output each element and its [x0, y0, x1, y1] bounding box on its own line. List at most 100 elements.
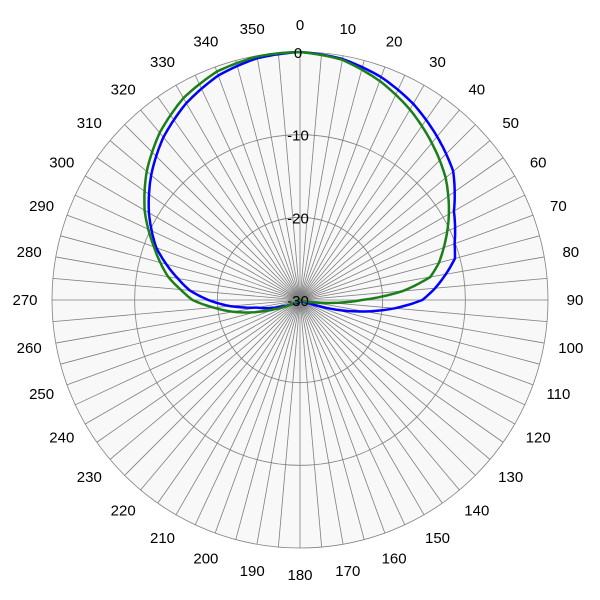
angle-tick-label: 20	[386, 34, 403, 51]
angle-spoke	[299, 299, 425, 515]
angle-spoke	[299, 75, 406, 301]
angle-spoke	[299, 299, 534, 386]
angle-spoke	[299, 299, 504, 443]
angle-tick-label: 40	[468, 81, 485, 98]
angle-tick-label: 340	[193, 34, 218, 51]
series-layer	[143, 50, 457, 314]
angle-tick-label: 220	[111, 503, 136, 520]
angle-tick-label: 120	[526, 430, 551, 447]
angle-tick-label: 70	[550, 198, 567, 215]
angle-tick-label: 60	[530, 155, 547, 172]
angle-tick-label: 160	[382, 550, 407, 567]
angle-spoke	[299, 299, 323, 548]
angle-tick-label: 180	[287, 567, 312, 584]
angle-spoke	[299, 109, 460, 301]
radial-tick-label: -10	[287, 128, 309, 145]
angle-spoke	[299, 235, 540, 301]
angle-spoke	[299, 299, 476, 476]
angle-tick-label: 260	[17, 340, 42, 357]
angle-spoke	[299, 214, 534, 301]
angle-tick-label: 350	[240, 21, 265, 38]
angle-tick-label: 270	[12, 292, 37, 309]
angle-tick-label: 330	[150, 54, 175, 71]
label-layer: 0 10 20 30 40 50 60 70 80 90 100 110 120 130 140 150 160…	[12, 17, 583, 584]
angle-spoke	[85, 299, 301, 425]
angle-spoke	[235, 60, 301, 301]
angle-spoke	[299, 52, 323, 301]
angle-spoke	[299, 299, 365, 540]
angle-tick-label: 190	[240, 563, 265, 580]
radial-ring	[134, 134, 466, 466]
angle-spoke	[299, 85, 425, 301]
angle-spoke	[109, 299, 301, 460]
angle-spoke	[214, 66, 301, 301]
angle-tick-label: 320	[111, 81, 136, 98]
angle-spoke	[299, 175, 515, 301]
angle-spoke	[277, 52, 301, 301]
angle-spoke	[299, 299, 460, 491]
angle-spoke	[299, 299, 344, 545]
angle-tick-label: 280	[17, 244, 42, 261]
angle-tick-label: 80	[562, 244, 579, 261]
angle-spoke	[299, 299, 443, 504]
angle-spoke	[140, 299, 301, 491]
radial-ring	[216, 216, 384, 384]
angle-spoke	[299, 157, 504, 301]
angle-spoke	[175, 299, 301, 515]
angle-tick-label: 150	[425, 530, 450, 547]
angle-spoke	[175, 85, 301, 301]
series-line-2	[143, 50, 451, 314]
angle-tick-label: 110	[546, 386, 570, 403]
angle-spoke	[299, 256, 545, 301]
angle-spoke	[235, 299, 301, 540]
angle-spoke	[52, 277, 301, 301]
angle-spoke	[299, 96, 443, 301]
angle-spoke	[124, 299, 301, 476]
angle-tick-label: 140	[464, 503, 489, 520]
angle-spoke	[299, 60, 365, 301]
series-line-1	[147, 50, 457, 313]
angle-spoke	[66, 299, 301, 386]
angle-spoke	[140, 109, 301, 301]
angle-spoke	[299, 299, 406, 525]
angle-tick-label: 310	[77, 115, 102, 132]
angle-spoke	[109, 140, 301, 301]
radial-tick-label: 0	[294, 45, 302, 62]
angle-spoke	[75, 194, 301, 301]
angle-tick-label: 50	[502, 115, 519, 132]
angle-spoke	[299, 194, 525, 301]
angle-tick-label: 90	[567, 292, 584, 309]
angle-tick-label: 250	[29, 386, 54, 403]
angle-spoke	[157, 96, 301, 301]
angle-tick-label: 10	[339, 21, 356, 38]
angle-spoke	[256, 55, 301, 301]
angle-tick-label: 240	[49, 430, 74, 447]
angle-tick-label: 100	[558, 340, 583, 357]
angle-tick-label: 230	[77, 469, 102, 486]
angle-spoke	[96, 299, 301, 443]
angle-spoke	[194, 75, 301, 301]
angle-tick-label: 290	[29, 198, 54, 215]
angle-spoke	[277, 299, 301, 548]
angle-tick-label: 0	[296, 17, 304, 34]
angle-spoke	[157, 299, 301, 504]
angle-spoke	[194, 299, 301, 525]
angle-spoke	[299, 299, 545, 344]
angle-spoke	[124, 124, 301, 301]
angle-spoke	[60, 235, 301, 301]
angle-spoke	[299, 277, 548, 301]
angle-tick-label: 30	[429, 54, 446, 71]
angle-spoke	[299, 299, 491, 460]
angle-tick-label: 130	[498, 469, 523, 486]
angle-spoke	[299, 299, 515, 425]
angle-spoke	[299, 299, 386, 534]
radial-tick-label: -30	[287, 293, 309, 310]
angle-tick-label: 200	[193, 550, 218, 567]
angle-spoke	[299, 299, 525, 406]
angle-tick-label: 210	[150, 530, 175, 547]
angle-spoke	[52, 299, 301, 323]
angle-tick-label: 300	[49, 155, 74, 172]
angle-spoke	[96, 157, 301, 301]
angle-spoke	[256, 299, 301, 545]
